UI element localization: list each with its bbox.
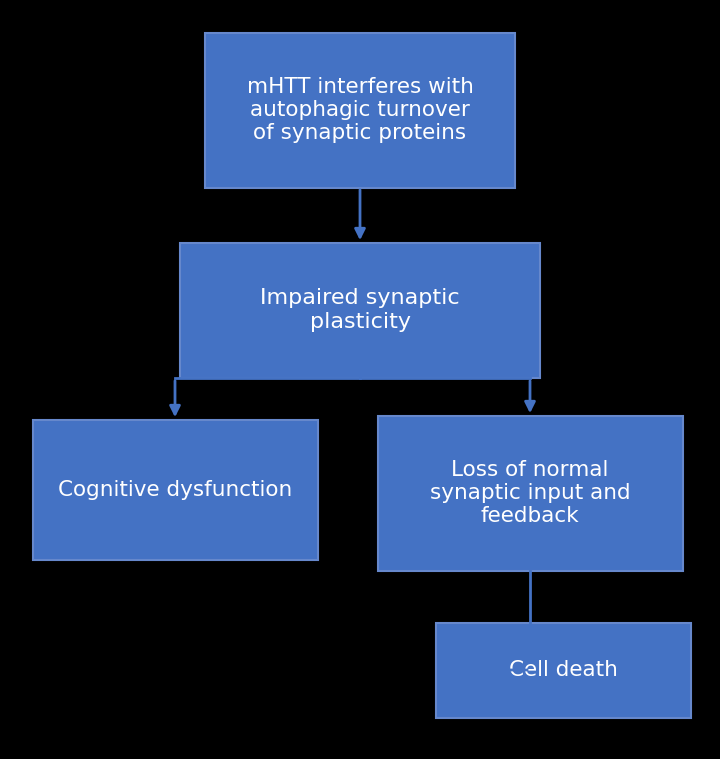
FancyBboxPatch shape [377, 415, 683, 571]
Text: Impaired synaptic
plasticity: Impaired synaptic plasticity [260, 288, 460, 332]
Text: Cell death: Cell death [508, 660, 618, 680]
FancyBboxPatch shape [436, 622, 690, 717]
FancyBboxPatch shape [205, 33, 515, 187]
Text: Loss of normal
synaptic input and
feedback: Loss of normal synaptic input and feedba… [430, 460, 630, 526]
Text: mHTT interferes with
autophagic turnover
of synaptic proteins: mHTT interferes with autophagic turnover… [246, 77, 474, 143]
FancyBboxPatch shape [32, 420, 318, 560]
FancyBboxPatch shape [180, 242, 540, 377]
Text: Cognitive dysfunction: Cognitive dysfunction [58, 480, 292, 500]
